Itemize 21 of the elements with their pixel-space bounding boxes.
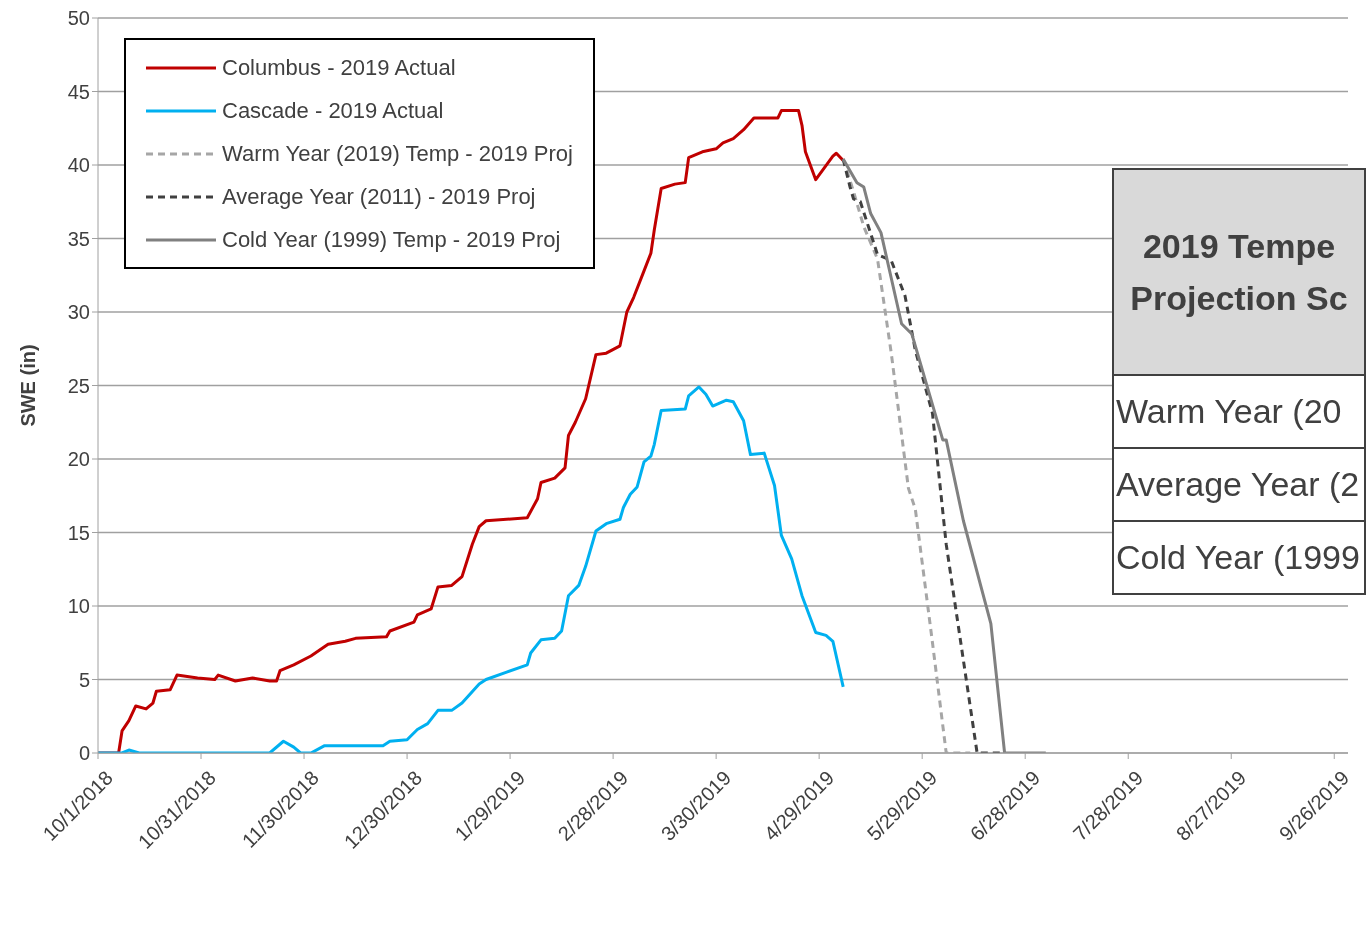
- y-tick-label: 50: [67, 7, 90, 30]
- y-tick-label: 25: [67, 374, 90, 397]
- y-tick-label: 30: [67, 301, 90, 324]
- annotation: 2019 Tempe Projection Sc: [1114, 170, 1364, 376]
- y-tick-label: 20: [67, 448, 90, 471]
- legend-label: Cold Year (1999) Temp - 2019 Proj: [222, 226, 561, 253]
- legend-label: Average Year (2011) - 2019 Proj: [222, 183, 536, 210]
- y-tick-label: 15: [67, 521, 90, 544]
- annotation: Cold Year (1999: [1115, 537, 1361, 578]
- legend-label: Cascade - 2019 Actual: [222, 97, 444, 124]
- y-tick-label: 40: [67, 154, 90, 177]
- y-tick-label: 10: [67, 595, 90, 618]
- y-tick-label: 0: [78, 742, 90, 765]
- y-tick-label: 35: [67, 227, 90, 250]
- y-axis-title: SWE (in): [17, 344, 40, 427]
- annotation: Warm Year (20: [1114, 376, 1364, 449]
- legend-label: Warm Year (2019) Temp - 2019 Proj: [222, 140, 573, 167]
- annotation: Average Year (2: [1114, 449, 1364, 522]
- y-tick-label: 45: [67, 80, 90, 103]
- legend-label: Columbus - 2019 Actual: [222, 54, 456, 81]
- y-tick-label: 5: [78, 668, 90, 691]
